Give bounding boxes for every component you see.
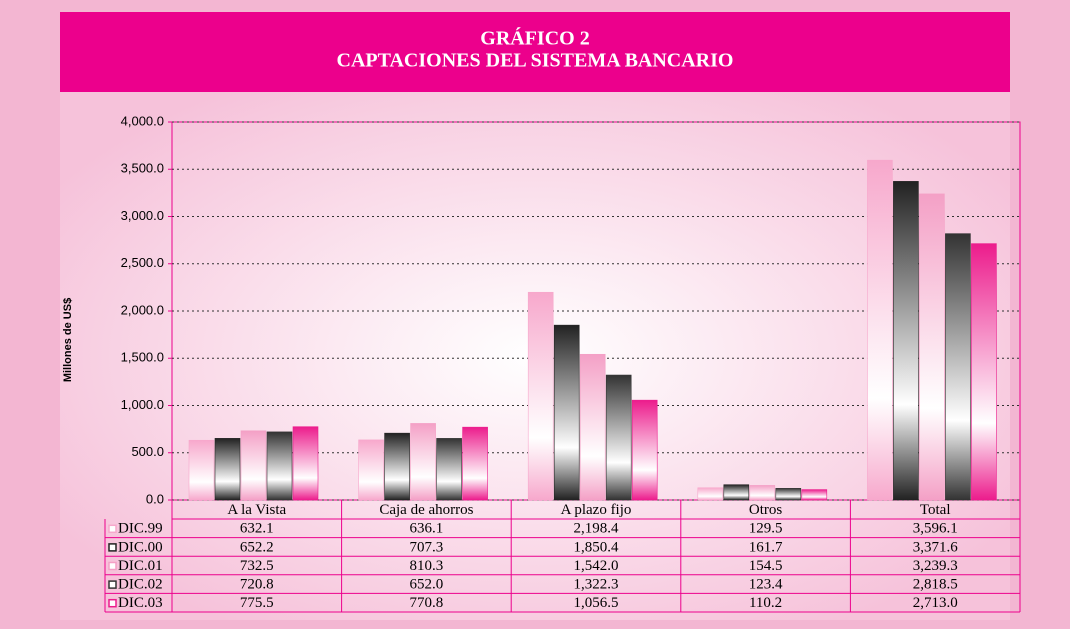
data-label: 2,713.0 <box>913 595 958 611</box>
y-tick-label: 3,000.0 <box>121 208 164 223</box>
bar <box>605 374 632 501</box>
data-label: 2,818.5 <box>913 577 958 593</box>
data-label: 810.3 <box>410 558 444 574</box>
data-label: 707.3 <box>410 539 444 555</box>
legend-label: DIC.01 <box>118 558 163 574</box>
bar <box>971 243 997 501</box>
data-label: 652.2 <box>240 539 274 555</box>
y-axis-label: Millones de US$ <box>62 298 74 382</box>
legend-swatch <box>108 598 117 608</box>
legend-swatch <box>108 580 117 589</box>
data-label: 3,371.6 <box>913 539 959 555</box>
title-banner <box>60 12 1010 92</box>
data-label: 1,542.0 <box>574 558 619 574</box>
y-tick-label: 3,500.0 <box>121 161 164 176</box>
bar <box>919 193 945 501</box>
data-label: 110.2 <box>749 595 782 611</box>
bar <box>867 159 893 501</box>
bar <box>462 426 488 501</box>
chart-subtitle: CAPTACIONES DEL SISTEMA BANCARIO <box>337 50 734 72</box>
data-label: 2,198.4 <box>574 521 620 537</box>
data-label: 1,056.5 <box>574 595 619 611</box>
bar <box>410 423 436 501</box>
bar <box>749 485 776 501</box>
legend-swatch <box>108 543 117 552</box>
bar <box>188 439 215 501</box>
bar <box>723 484 750 501</box>
bar <box>631 399 658 501</box>
y-tick-label: 2,000.0 <box>121 302 164 317</box>
legend-label: DIC.00 <box>118 539 163 555</box>
legend-swatch <box>108 524 117 534</box>
y-tick-label: 0.0 <box>146 491 164 506</box>
data-label: 732.5 <box>240 558 274 574</box>
bar <box>697 487 724 501</box>
y-tick-label: 4,000.0 <box>121 113 164 128</box>
bar <box>214 438 241 501</box>
y-tick-label: 1,000.0 <box>121 397 164 412</box>
x-tick-label: Otros <box>749 502 782 518</box>
bar <box>240 430 267 501</box>
data-label: 123.4 <box>749 577 783 593</box>
bar <box>436 438 462 501</box>
data-label: 720.8 <box>240 577 274 593</box>
data-label: 775.5 <box>240 595 274 611</box>
bar <box>801 489 828 501</box>
bar <box>384 432 410 501</box>
bar <box>893 181 919 501</box>
data-label: 154.5 <box>749 558 783 574</box>
bar <box>945 233 971 501</box>
data-label: 632.1 <box>240 521 274 537</box>
bar <box>775 488 802 501</box>
bar <box>579 353 606 501</box>
legend-label: DIC.99 <box>118 521 163 537</box>
x-tick-label: A la Vista <box>227 502 286 518</box>
y-tick-label: 1,500.0 <box>121 350 164 365</box>
legend-swatch <box>108 561 117 571</box>
bar <box>358 439 384 501</box>
data-label: 161.7 <box>749 539 783 555</box>
x-tick-label: Total <box>920 502 951 518</box>
legend-label: DIC.03 <box>118 595 163 611</box>
bar <box>292 426 319 501</box>
data-label: 3,239.3 <box>913 558 958 574</box>
bar <box>527 291 554 501</box>
y-tick-label: 2,500.0 <box>121 255 164 270</box>
chart-title: GRÁFICO 2 <box>480 27 589 50</box>
data-label: 636.1 <box>410 521 444 537</box>
data-label: 1,322.3 <box>574 577 619 593</box>
bar <box>553 324 580 501</box>
data-label: 770.8 <box>410 595 444 611</box>
y-tick-label: 500.0 <box>131 444 164 459</box>
data-label: 652.0 <box>410 577 444 593</box>
data-label: 3,596.1 <box>913 521 958 537</box>
data-label: 129.5 <box>749 521 783 537</box>
x-tick-label: A plazo fijo <box>561 502 632 518</box>
bar <box>266 431 293 501</box>
legend-label: DIC.02 <box>118 577 163 593</box>
x-tick-label: Caja de ahorros <box>379 502 473 518</box>
data-label: 1,850.4 <box>574 539 620 555</box>
